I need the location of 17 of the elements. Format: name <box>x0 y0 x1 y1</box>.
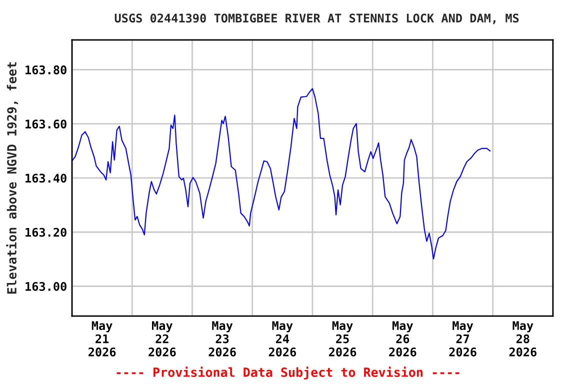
x-tick-label: May 23 2026 <box>208 321 236 356</box>
chart-title: USGS 02441390 TOMBIGBEE RIVER AT STENNIS LOCK AND DAM, MS <box>114 14 519 24</box>
line-series <box>72 88 491 260</box>
x-tick-label: May 24 2026 <box>268 321 296 356</box>
x-tick-label: May 27 2026 <box>449 321 476 356</box>
y-tick-label: 163.20 <box>26 228 66 237</box>
y-tick-label: 163.80 <box>26 65 66 74</box>
y-tick-label: 163.60 <box>26 120 66 129</box>
x-tick-label: May 22 2026 <box>148 321 176 356</box>
x-tick-label: May 28 2026 <box>509 321 536 356</box>
text: ---- Provisional Data Subject to Revision ---- <box>116 366 460 380</box>
x-tick-label: May 25 2026 <box>328 321 356 356</box>
y-tick-label: 163.40 <box>26 174 66 183</box>
y-axis-title: Elevation above NGVD 1929, feet <box>6 62 18 294</box>
x-tick-label: May 26 2026 <box>389 321 416 356</box>
x-tick-label: May 21 2026 <box>88 321 116 356</box>
y-tick-label: 163.00 <box>26 282 66 291</box>
